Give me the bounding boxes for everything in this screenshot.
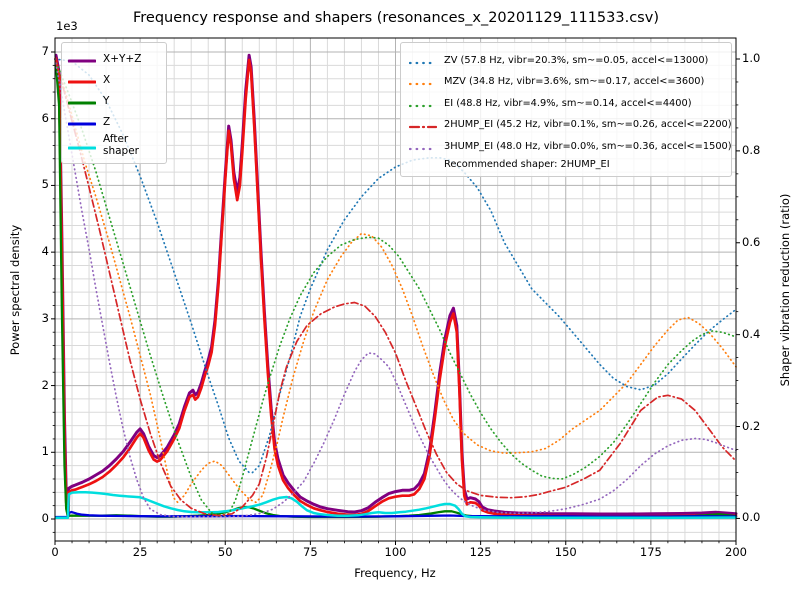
- legend-label: EI (48.8 Hz, vibr=4.9%, sm~=0.14, accel<…: [444, 97, 692, 109]
- legend-swatch: [408, 94, 438, 113]
- legend-label: Y: [103, 94, 110, 107]
- curve-after-shaper: [54, 491, 738, 519]
- legend-swatch: [408, 51, 438, 70]
- legend-label: X+Y+Z: [103, 52, 142, 65]
- legend-psd-entry: X+Y+Z: [67, 49, 160, 68]
- legend-swatch: [408, 72, 438, 91]
- legend-psd-entry: Z: [67, 112, 160, 131]
- x-tick-label: 0: [51, 545, 59, 559]
- y-left-tick-label: 6: [41, 110, 49, 125]
- legend-line-swatch: [408, 126, 438, 129]
- chart-title: Frequency response and shapers (resonanc…: [133, 10, 659, 26]
- legend-label: 2HUMP_EI (45.2 Hz, vibr=0.1%, sm~=0.26, …: [444, 119, 732, 131]
- legend-shaper-entry: ZV (57.8 Hz, vibr=20.3%, sm~=0.05, accel…: [408, 51, 723, 70]
- x-tick-label: 100: [384, 545, 407, 559]
- legend-shaper-entry: MZV (34.8 Hz, vibr=3.6%, sm~=0.17, accel…: [408, 72, 723, 91]
- legend-psd-entry: X: [67, 70, 160, 89]
- legend-line-swatch: [67, 122, 97, 126]
- y-right-tick-label: 0.8: [742, 142, 761, 157]
- x-tick-label: 200: [725, 545, 747, 559]
- legend-label: MZV (34.8 Hz, vibr=3.6%, sm~=0.17, accel…: [444, 76, 705, 88]
- y-right-tick-label: 0.4: [742, 326, 761, 341]
- y-right-tick-label: 0.0: [742, 510, 761, 525]
- legend-psd: X+Y+Z X Y Z After shaper: [61, 42, 167, 164]
- y-axis-label-right: Shaper vibration reduction (ratio): [778, 193, 792, 387]
- legend-swatch: [67, 91, 97, 110]
- x-tick-label: 150: [554, 545, 577, 559]
- legend-shapers: ZV (57.8 Hz, vibr=20.3%, sm~=0.05, accel…: [400, 42, 732, 177]
- legend-shaper-entry: EI (48.8 Hz, vibr=4.9%, sm~=0.14, accel<…: [408, 94, 723, 113]
- legend-shaper-entry: 2HUMP_EI (45.2 Hz, vibr=0.1%, sm~=0.26, …: [408, 115, 732, 134]
- legend-line-swatch: [67, 146, 97, 149]
- legend-psd-entry: Y: [67, 91, 160, 110]
- curve-shaper-3hump-ei: [54, 58, 737, 518]
- curve-shaper-zv: [54, 58, 737, 474]
- legend-swatch: [67, 49, 97, 68]
- x-tick-label: 50: [217, 545, 233, 559]
- y-right-tick-label: 1.0: [742, 51, 761, 65]
- legend-label: X: [103, 73, 111, 86]
- curve-shaper-2hump-ei: [54, 58, 737, 517]
- curve-z: [54, 510, 738, 519]
- legend-psd-entry: After shaper: [67, 133, 160, 157]
- legend-label: ZV (57.8 Hz, vibr=20.3%, sm~=0.05, accel…: [444, 54, 709, 66]
- curve-x: [54, 57, 738, 518]
- curve-shaper-ei: [54, 58, 737, 518]
- legend-line-swatch: [408, 104, 438, 107]
- legend-line-swatch: [67, 59, 97, 63]
- legend-line-swatch: [408, 147, 438, 151]
- x-tick-label: 25: [132, 545, 148, 559]
- legend-swatch: [408, 137, 438, 156]
- legend-label: After shaper: [103, 133, 140, 157]
- x-tick-label: 175: [639, 545, 662, 559]
- curve-shaper-mzv: [54, 58, 737, 504]
- legend-label: Z: [103, 115, 111, 128]
- legend-label: 3HUMP_EI (48.0 Hz, vibr=0.0%, sm~=0.36, …: [444, 140, 732, 152]
- y-left-tick-label: 1: [41, 444, 49, 459]
- legend-line-swatch: [67, 101, 97, 105]
- y-left-tick-label: 0: [41, 511, 49, 525]
- y-left-tick-label: 4: [41, 244, 49, 259]
- y-right-tick-label: 0.6: [742, 234, 761, 249]
- x-axis-label: Frequency, Hz: [354, 566, 436, 580]
- recommended-shaper-text: Recommended shaper: 2HUMP_EI: [444, 158, 610, 170]
- legend-line-swatch: [408, 83, 438, 86]
- legend-swatch: [408, 115, 438, 134]
- y-axis-offset-label: 1e3: [56, 19, 78, 33]
- legend-swatch: [67, 136, 97, 155]
- legend-swatch: [67, 70, 97, 89]
- legend-line-swatch: [408, 61, 438, 64]
- y-right-tick-label: 0.2: [742, 418, 761, 433]
- legend-line-swatch: [67, 80, 97, 84]
- x-tick-label: 75: [303, 545, 318, 559]
- legend-shaper-entry: 3HUMP_EI (48.0 Hz, vibr=0.0%, sm~=0.36, …: [408, 137, 732, 156]
- y-left-tick-label: 7: [41, 44, 49, 58]
- legend-swatch: [67, 112, 97, 131]
- x-tick-label: 125: [469, 545, 492, 559]
- y-axis-label-left: Power spectral density: [8, 224, 22, 356]
- y-left-tick-label: 3: [41, 310, 49, 325]
- y-left-tick-label: 5: [41, 177, 49, 192]
- y-left-tick-label: 2: [41, 377, 49, 392]
